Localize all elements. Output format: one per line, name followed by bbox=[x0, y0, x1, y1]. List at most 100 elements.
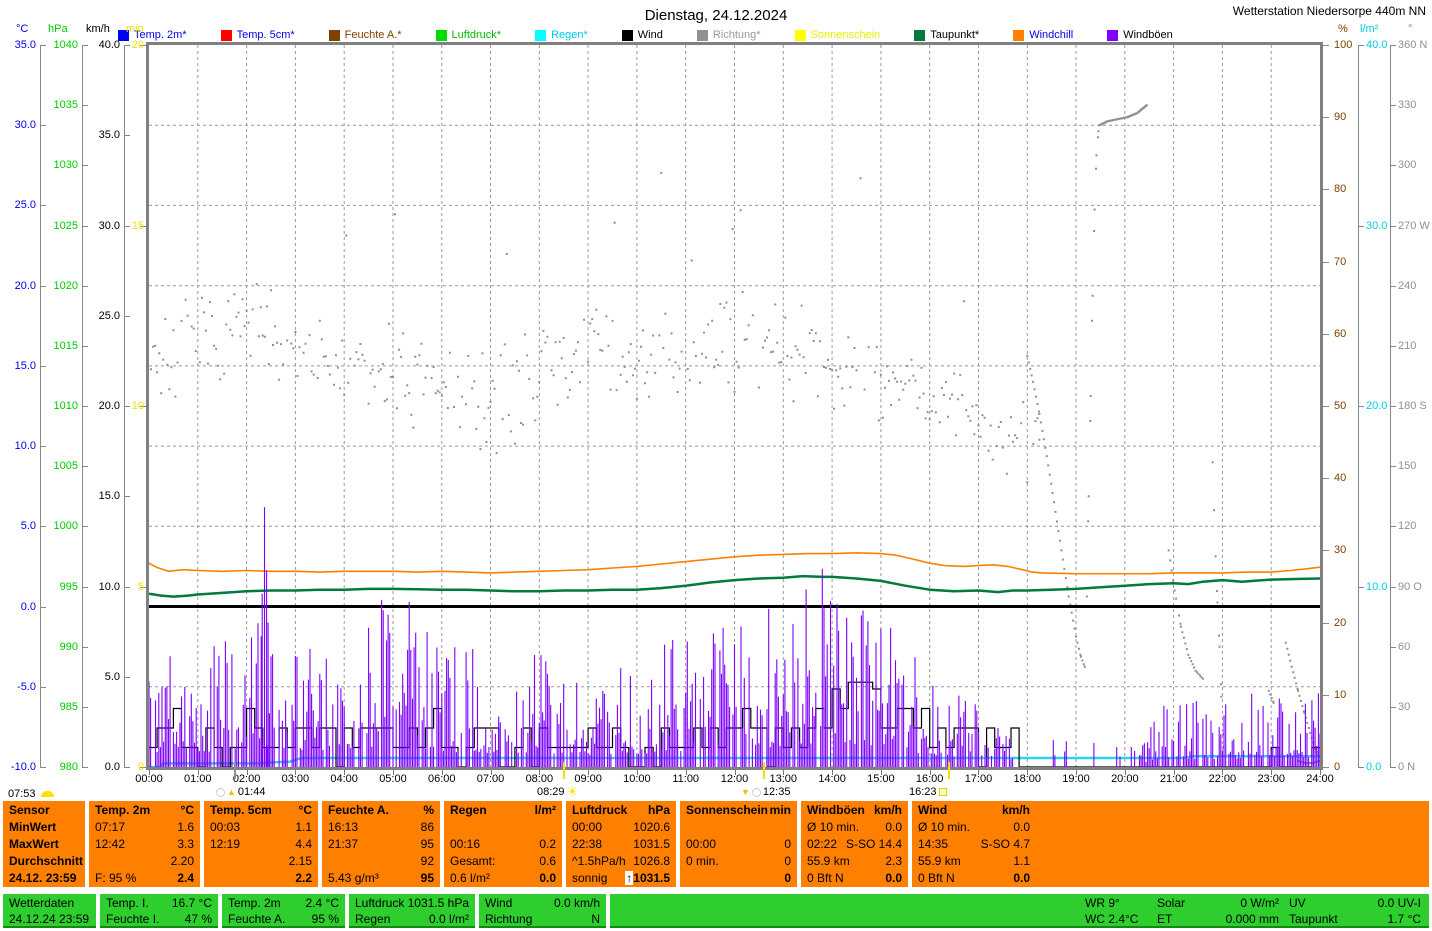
stats-cell-row: 0.6 l/m² 0.0 bbox=[450, 870, 556, 887]
statusbar-label: Feuchte A. bbox=[228, 912, 286, 926]
solar-value: 0 W/m² bbox=[1240, 896, 1279, 910]
degrees-tick bbox=[1390, 466, 1396, 468]
stats-cell-row: 0 min. 0 bbox=[686, 853, 791, 870]
hpa-tick bbox=[82, 345, 88, 347]
stats-cell-value: 2.2 bbox=[295, 871, 312, 885]
wr-row: WR 9° bbox=[1085, 896, 1120, 910]
lm2-unit-label: l/m² bbox=[1360, 23, 1379, 35]
hpa-tick bbox=[82, 285, 88, 287]
legend-item-label: Temp. 2m* bbox=[134, 29, 187, 41]
statusbar-label: Feuchte I. bbox=[106, 912, 160, 926]
stats-col-title: Sonnenschein bbox=[686, 803, 769, 817]
kmh-tick-label: 30.0 bbox=[98, 219, 120, 232]
stats-cell-row: ^1.5hPa/h 1026.8 bbox=[572, 853, 670, 870]
uv-row: UV 0.0 UV-I bbox=[1289, 895, 1421, 911]
moonset-axis-tick bbox=[762, 762, 765, 779]
stats-cell-label: 00:03 bbox=[210, 820, 241, 834]
statusbar-box-4: Wind 0.0 km/h Richtung N bbox=[479, 894, 606, 928]
statusbar-row: Luftdruck 1031.5 hPa bbox=[355, 895, 469, 911]
hour-label: 05:00 bbox=[379, 773, 407, 785]
stats-cell-value: 2.3 bbox=[885, 854, 902, 868]
degrees-tick bbox=[1390, 45, 1396, 46]
hour-label: 12:00 bbox=[720, 773, 749, 785]
stats-cell-value: 86 bbox=[420, 820, 434, 834]
stats-cell-value: 0.0 bbox=[1013, 871, 1030, 885]
hpa-tick bbox=[82, 706, 88, 708]
statusbar-label: Regen bbox=[355, 912, 391, 926]
weather-chart-plot bbox=[146, 42, 1323, 770]
degrees-tick bbox=[1390, 526, 1396, 528]
percent-tick-label: 20 bbox=[1334, 616, 1347, 629]
stats-cell-row: 22:38 1031.5 bbox=[572, 836, 670, 853]
stats-col-header: Feuchte A.% bbox=[328, 802, 434, 819]
kmh-tick-label: 15.0 bbox=[98, 490, 120, 503]
legend-swatch-icon bbox=[118, 29, 129, 41]
legend-swatch-icon bbox=[435, 29, 447, 41]
hour-label: 19:00 bbox=[1062, 773, 1090, 785]
degrees-tick bbox=[1390, 165, 1396, 167]
hour-tick bbox=[1222, 770, 1224, 775]
stats-cell-row: 21:37 95 bbox=[328, 836, 434, 853]
stats-cell-row: 14:35 S-SO 4.7 bbox=[918, 836, 1030, 853]
hour-tick bbox=[1027, 770, 1029, 775]
stats-cell-value: 0.0 bbox=[539, 871, 556, 885]
stats-cell-row: 2.20 bbox=[95, 853, 194, 870]
stats-col-title: Temp. 2m bbox=[95, 803, 151, 817]
stats-cell-row: 5.43 g/m³ 95 bbox=[328, 870, 434, 887]
stats-col-header: Luftdruck hPa bbox=[572, 802, 670, 819]
minutes-tick bbox=[140, 225, 146, 227]
stats-cell-label: 00:16 bbox=[450, 837, 481, 851]
stats-cell-row: 16:13 86 bbox=[328, 819, 434, 836]
moonset-time: 12:35 bbox=[762, 786, 791, 798]
stats-cell-value: 4.4 bbox=[295, 837, 312, 851]
percent-tick-label: 90 bbox=[1334, 111, 1347, 124]
stats-col-Feuchte A.: Feuchte A.% 16:13 86 21:37 95 92 5.43 g/m³ 95 bbox=[322, 801, 440, 887]
degrees-tick-label: 0 N bbox=[1398, 761, 1416, 773]
celsius-tick-label: 15.0 bbox=[14, 359, 36, 372]
legend-item-label: Taupunkt* bbox=[930, 29, 980, 41]
degrees-tick-label: 270 W bbox=[1398, 219, 1430, 232]
statusbar-label: Wetterdaten bbox=[9, 896, 75, 910]
stats-cell-label: sonnig bbox=[572, 871, 608, 885]
kmh-tick-label: 25.0 bbox=[98, 309, 120, 322]
statusbar-label: Temp. 2m bbox=[228, 896, 281, 910]
label-text: 24.12. 23:59 bbox=[9, 871, 77, 885]
hpa-tick-label: 1040 bbox=[53, 39, 78, 51]
minutes-tick-label: 20 bbox=[131, 39, 144, 51]
stats-col-title: Feuchte A. bbox=[328, 803, 389, 817]
dawn-marker: 07:53 bbox=[8, 788, 54, 800]
stats-cell-value: 1.1 bbox=[1013, 854, 1030, 868]
hour-label: 16:00 bbox=[915, 773, 944, 785]
sunrise-time: 08:29 bbox=[537, 786, 565, 798]
hpa-tick bbox=[82, 466, 88, 468]
stats-col-Temp. 5cm: Temp. 5cm °C 00:03 1.1 12:19 4.4 2.15 2.2 bbox=[204, 801, 318, 887]
percent-tick bbox=[1323, 478, 1329, 480]
stats-row-label: MaxWert bbox=[9, 836, 79, 853]
kmh-tick bbox=[124, 496, 130, 498]
percent-tick bbox=[1323, 189, 1329, 191]
dawn-icon bbox=[40, 791, 54, 797]
kmh-tick bbox=[124, 225, 130, 227]
legend-item-7: Sonnenschein bbox=[794, 29, 880, 41]
degrees-tick bbox=[1390, 225, 1396, 227]
minutes-unit-label: min bbox=[126, 23, 144, 35]
stats-col-header: Windböen km/h bbox=[807, 802, 902, 819]
stats-row-label: MinWert bbox=[9, 819, 79, 836]
degrees-tick bbox=[1390, 646, 1396, 648]
hpa-tick-label: 1005 bbox=[53, 460, 78, 473]
hour-label: 10:00 bbox=[623, 773, 651, 785]
stats-cell-value: 0.0 bbox=[1013, 820, 1030, 834]
sunrise-icon: ☀ bbox=[566, 784, 579, 799]
legend-swatch-icon bbox=[914, 29, 926, 41]
wind-gust-spikes bbox=[149, 507, 1320, 767]
stats-col-Luftdruck: Luftdruck hPa 00:00 1020.6 22:38 1031.5 ^1.5hP… bbox=[566, 801, 676, 887]
stats-col-unit: l/m² bbox=[534, 803, 556, 817]
hour-label: 21:00 bbox=[1159, 773, 1188, 785]
stats-cell-label: Ø 10 min. bbox=[807, 820, 860, 834]
lm2-tick-label: 20.0 bbox=[1366, 400, 1388, 412]
stats-col-title: Luftdruck bbox=[572, 803, 628, 817]
hour-label: 13:00 bbox=[769, 773, 798, 785]
legend-item-8: Taupunkt* bbox=[914, 29, 979, 41]
legend-swatch-icon bbox=[1013, 29, 1025, 41]
percent-tick bbox=[1323, 767, 1329, 768]
